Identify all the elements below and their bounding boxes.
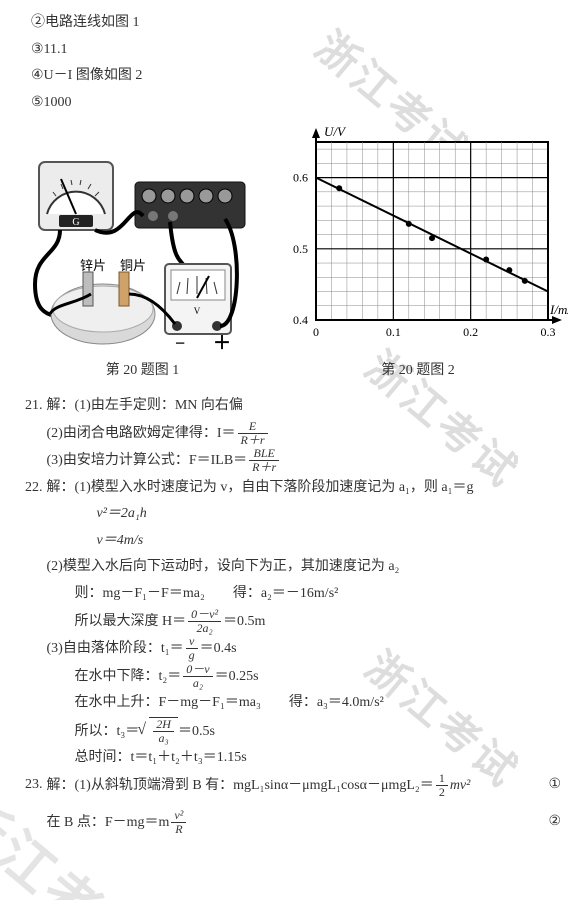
q22-part2-eq1: 则：mg－F₁－F＝ma₂ 得：a₂＝－16m/s²: [47, 581, 562, 608]
svg-text:0: 0: [313, 325, 319, 339]
figure-2-graph: 0 0.1 0.2 0.3 0.4 0.5 0.6 U/V I/mA: [268, 124, 568, 354]
copper-label: 铜片: [120, 258, 146, 273]
svg-text:0.4: 0.4: [293, 313, 308, 327]
q22-number: 22.: [25, 475, 43, 772]
q23-number: 23.: [25, 772, 43, 837]
q22-eq1: v²＝2a₁h: [47, 501, 562, 528]
svg-text:0.2: 0.2: [463, 325, 478, 339]
q23-part1: 解：(1)从斜轨顶端滑到 B 有：mgL₁sinα－μmgL₁cosα－μmgL…: [47, 772, 562, 800]
figure-1-caption: 第 20 题图 1: [25, 358, 260, 385]
svg-text:0.6: 0.6: [293, 171, 308, 185]
intro-line-2: ②电路连线如图 1: [25, 10, 561, 37]
q22-part3-eq3: 所以：t₃＝2Ha₃＝0.5s: [47, 717, 562, 746]
q21-part3: (3)由安培力计算公式：F＝ILB＝BLER＋r: [47, 447, 562, 475]
svg-text:0.5: 0.5: [293, 242, 308, 256]
q22-part1: 解：(1)模型入水时速度记为 v，自由下落阶段加速度记为 a₁，则 a₁＝g: [47, 475, 562, 502]
figure-2-caption: 第 20 题图 2: [268, 358, 568, 385]
intro-line-3: ③11.1: [25, 37, 561, 64]
intro-line-5: ⑤1000: [25, 90, 561, 117]
q23-part2: 在 B 点：F－mg＝mv²R ②: [47, 809, 562, 837]
q22-part3-eq4: 总时间：t＝t₁＋t₂＋t₃＝1.15s: [47, 745, 562, 772]
q21-part2: (2)由闭合电路欧姆定律得：I＝ER＋r: [47, 420, 562, 448]
q22-part2: (2)模型入水后向下运动时，设向下为正，其加速度记为 a₂: [47, 554, 562, 581]
intro-line-4: ④U－I 图像如图 2: [25, 63, 561, 90]
q21-part1: 解：(1)由左手定则：MN 向右偏: [47, 393, 562, 420]
q22-part3: (3)自由落体阶段：t₁＝vg＝0.4s: [47, 635, 562, 663]
svg-text:＋: ＋: [213, 333, 231, 353]
zinc-label: 锌片: [80, 258, 106, 273]
svg-text:−: −: [175, 333, 185, 353]
figure-1-apparatus: G 锌片 铜片: [25, 154, 260, 354]
eq-tag-2: ②: [548, 809, 561, 836]
q22-part2-eq2: 所以最大深度 H＝0－v²2a₂＝0.5m: [47, 608, 562, 636]
svg-text:I/mA: I/mA: [549, 302, 568, 317]
galvanometer-label: G: [72, 217, 79, 228]
svg-text:0.3: 0.3: [541, 325, 556, 339]
q22-part3-eq2: 在水中上升：F－mg－F₁＝ma₃ 得：a₃＝4.0m/s²: [47, 690, 562, 717]
svg-text:V: V: [194, 306, 201, 316]
q22-part3-eq1: 在水中下降：t₂＝0－va₂＝0.25s: [47, 663, 562, 691]
q22-eq2: v＝4m/s: [47, 528, 562, 555]
svg-text:U/V: U/V: [324, 124, 347, 139]
q21-number: 21.: [25, 393, 43, 475]
svg-text:0.1: 0.1: [386, 325, 401, 339]
eq-tag-1: ①: [548, 772, 561, 799]
